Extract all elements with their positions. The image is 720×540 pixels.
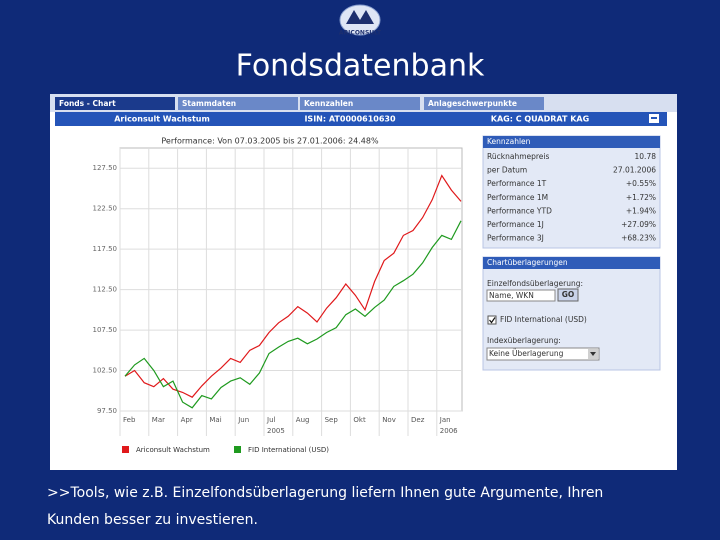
kennzahl-label: Performance 1J <box>487 220 544 229</box>
tab-label: Kennzahlen <box>304 99 353 108</box>
x-tick-label: Feb <box>123 416 136 424</box>
kennzahl-value: 27.01.2006 <box>613 166 656 175</box>
kennzahl-value: +1.94% <box>626 206 656 215</box>
data-line <box>124 220 462 409</box>
kennzahl-value: +0.55% <box>626 179 656 188</box>
go-button[interactable] <box>557 288 579 302</box>
x-tick-label: Jan <box>439 416 451 424</box>
legend-swatch <box>234 446 241 453</box>
select-arrow <box>590 352 596 356</box>
chart-subtitle: Performance: Von 07.03.2005 bis 27.01.20… <box>161 137 379 146</box>
tab[interactable] <box>424 97 544 110</box>
legend-label: Ariconsult Wachstum <box>136 446 210 454</box>
x-year-label: 2005 <box>267 427 285 435</box>
y-tick-label: 117.50 <box>93 245 118 253</box>
fund-name: Ariconsult Wachstum <box>114 115 210 124</box>
fund-input[interactable] <box>486 289 556 302</box>
overlay-checkbox[interactable] <box>487 315 497 325</box>
x-year-label: 2006 <box>440 427 458 435</box>
y-tick-label: 102.50 <box>93 367 118 375</box>
x-tick-label: Jun <box>237 416 249 424</box>
kennzahl-label: per Datum <box>487 166 527 175</box>
caption-line: Kunden besser zu investieren. <box>47 512 258 528</box>
fund-bar <box>55 112 667 126</box>
tab[interactable] <box>300 97 420 110</box>
y-tick-label: 122.50 <box>93 205 118 213</box>
kennzahlen-header <box>483 136 660 148</box>
y-tick-label: 97.50 <box>97 407 117 415</box>
caption-line: >>Tools, wie z.B. Einzelfondsüberlagerun… <box>47 485 603 501</box>
x-tick-label: Mai <box>209 416 221 424</box>
slide-title: Fondsdatenbank <box>236 49 485 84</box>
fund-isin: ISIN: AT0000610630 <box>304 115 396 124</box>
go-button-label: GO <box>562 290 575 299</box>
kennzahlen-title: Kennzahlen <box>487 137 531 146</box>
fund-kag: KAG: C QUADRAT KAG <box>491 115 589 124</box>
close-icon <box>651 117 657 119</box>
fund-input-placeholder: Name, WKN <box>489 291 534 300</box>
kennzahl-value: 10.78 <box>635 152 657 161</box>
kennzahl-value: +1.72% <box>626 193 656 202</box>
x-tick-label: Jul <box>266 416 276 424</box>
kennzahl-label: Performance 1T <box>487 179 547 188</box>
tab-label: Fonds - Chart <box>59 99 116 108</box>
y-tick-label: 127.50 <box>93 164 118 172</box>
overlay-header <box>483 257 660 269</box>
overlay-title: Chartüberlagerungen <box>487 258 568 267</box>
x-tick-label: Okt <box>353 416 366 424</box>
data-line <box>124 174 462 398</box>
kennzahl-label: Rücknahmepreis <box>487 152 549 161</box>
x-tick-label: Aug <box>296 416 310 424</box>
checkbox-label: FID International (USD) <box>500 315 587 324</box>
y-tick-label: 107.50 <box>93 326 118 334</box>
tab[interactable] <box>55 97 175 110</box>
kennzahl-value: +68.23% <box>621 234 656 243</box>
kennzahl-label: Performance YTD <box>487 206 552 215</box>
x-tick-label: Dez <box>411 416 425 424</box>
tab-label: Stammdaten <box>182 99 236 108</box>
index-select[interactable] <box>486 347 600 361</box>
checkmark <box>489 317 496 324</box>
kennzahl-value: +27.09% <box>621 220 656 229</box>
x-tick-label: Sep <box>325 416 339 424</box>
kennzahlen-box <box>482 135 661 249</box>
tab[interactable] <box>178 97 298 110</box>
logo-text: ARICONSULT <box>339 30 382 37</box>
index-select-value: Keine Überlagerung <box>489 349 564 358</box>
plot-area <box>119 147 463 412</box>
tab-label: Anlageschwerpunkte <box>428 99 517 108</box>
overlay-single-label: Einzelfondsüberlagerung: <box>487 279 583 288</box>
kennzahl-label: Performance 1M <box>487 193 548 202</box>
legend-label: FID International (USD) <box>248 446 329 454</box>
kennzahl-label: Performance 3J <box>487 234 544 243</box>
x-tick-label: Mar <box>152 416 165 424</box>
y-tick-label: 112.50 <box>93 286 118 294</box>
logo: ARICONSULT <box>339 4 382 37</box>
index-label: Indexüberlagerung: <box>487 336 561 345</box>
x-tick-label: Nov <box>382 416 396 424</box>
x-tick-label: Apr <box>181 416 193 424</box>
legend-swatch <box>122 446 129 453</box>
